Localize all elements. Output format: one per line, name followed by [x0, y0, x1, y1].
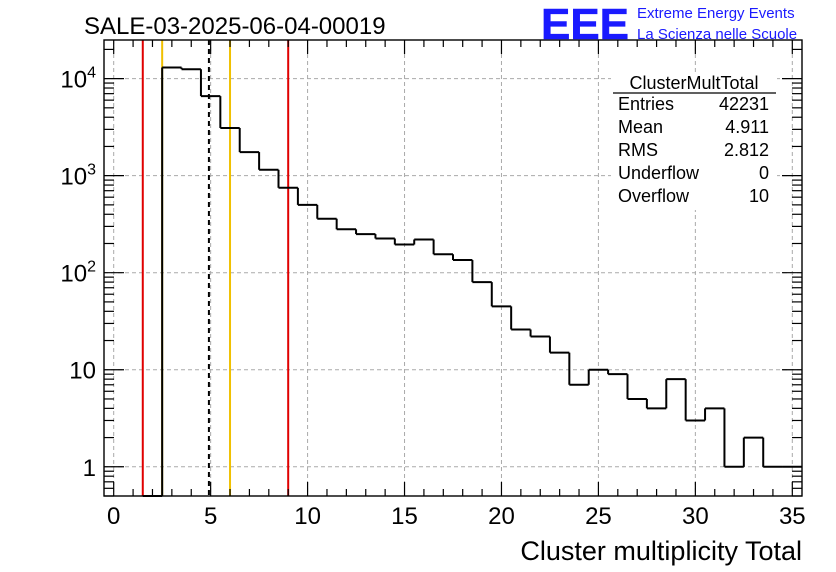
histogram-bin [374, 234, 395, 240]
stats-label-mean: Mean [618, 117, 663, 137]
stats-value-mean: 4.911 [725, 117, 769, 137]
histogram-bin [296, 187, 318, 206]
histogram-bin [626, 374, 647, 400]
histogram-bin [607, 369, 628, 376]
histogram-bin [762, 437, 783, 468]
y-tick-label: 10 [69, 358, 96, 385]
histogram-bin [413, 238, 434, 245]
stats-label-underflow: Underflow [618, 163, 700, 183]
histogram-bin [510, 306, 531, 331]
x-tick-label: 30 [682, 503, 709, 530]
plot-frame [103, 39, 803, 497]
histogram-bin [355, 229, 376, 236]
histogram-bin [238, 127, 260, 154]
stats-box-background [611, 72, 777, 210]
stats-value-entries: 42231 [719, 94, 769, 114]
y-tick-label: 102 [60, 259, 96, 288]
stats-value-underflow: 0 [759, 163, 769, 183]
y-tick-label: 1 [83, 455, 96, 482]
stats-value-overflow: 10 [749, 186, 769, 206]
axis-ticks [104, 40, 802, 497]
histogram-bin [645, 398, 667, 410]
histogram-bin [180, 67, 201, 71]
histogram-bin [277, 169, 298, 189]
histogram-bin [587, 368, 609, 385]
eee-logo-line1: Extreme Energy Events [637, 5, 795, 22]
chart-title: SALE-03-2025-06-04-00019 [84, 13, 386, 40]
histogram-bin [258, 152, 279, 171]
y-tick-label: 103 [60, 162, 96, 191]
histogram-bin [529, 329, 550, 338]
eee-logo-line2: La Scienza nelle Scuole [637, 26, 797, 43]
x-tick-label: 20 [488, 503, 515, 530]
histogram-bin [742, 436, 764, 467]
histogram-bin [665, 378, 686, 409]
histogram-bin [548, 336, 570, 354]
histogram-bin [335, 218, 357, 231]
stats-box: ClusterMultTotal Entries 42231 Mean 4.91… [611, 72, 777, 210]
eee-logo-mark: EEE [541, 0, 629, 49]
histogram-bin [684, 379, 706, 422]
histogram-bin [704, 407, 725, 421]
x-tick-label: 10 [294, 503, 321, 530]
x-tick-label: 0 [107, 503, 120, 530]
x-tick-label: 35 [779, 503, 806, 530]
histogram-bin [452, 254, 473, 262]
stats-value-rms: 2.812 [724, 140, 769, 160]
x-tick-label: 5 [204, 503, 217, 530]
stats-box-title: ClusterMultTotal [629, 73, 758, 93]
histogram-bin [219, 96, 240, 129]
histogram-bin [161, 66, 182, 496]
x-tick-label: 15 [391, 503, 418, 530]
x-tick-label: 25 [585, 503, 612, 530]
eee-logo: EEE Extreme Energy Events La Scienza nel… [541, 0, 797, 49]
histogram-bin [490, 282, 512, 308]
marker-lines [141, 40, 290, 496]
histogram-bin [393, 238, 415, 246]
stats-label-overflow: Overflow [618, 186, 690, 206]
histogram-bin [316, 204, 337, 220]
histogram-bin [432, 239, 453, 256]
histogram-bin [471, 260, 492, 284]
stats-label-rms: RMS [618, 140, 658, 160]
y-tick-label: 104 [60, 65, 96, 94]
histogram-bin [723, 408, 744, 468]
histogram-bin [568, 352, 589, 386]
histogram-bin [199, 69, 221, 98]
stats-label-entries: Entries [618, 94, 674, 114]
x-axis-label: Cluster multiplicity Total [520, 536, 802, 566]
